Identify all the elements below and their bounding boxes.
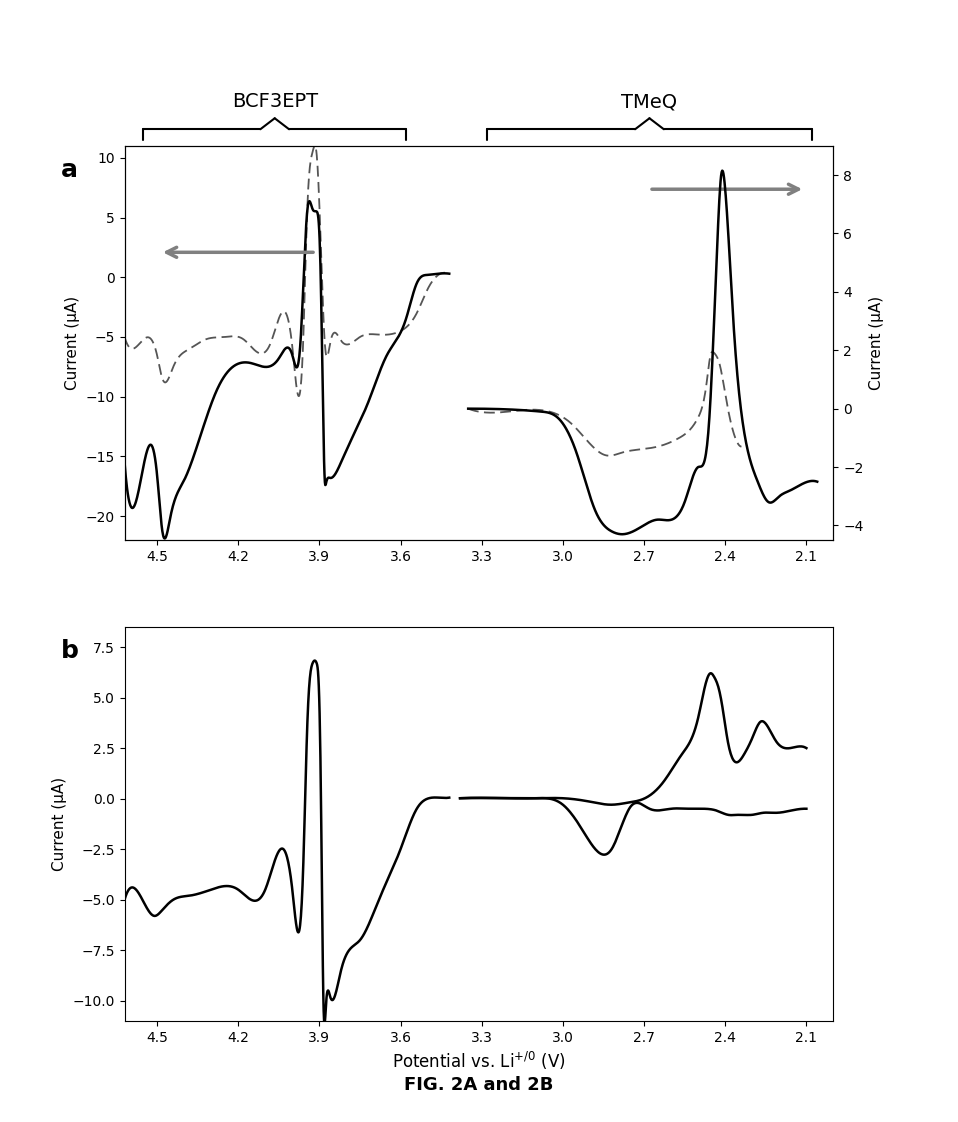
Y-axis label: Current (μA): Current (μA) xyxy=(869,296,884,390)
Text: b: b xyxy=(60,638,79,663)
Text: TMeQ: TMeQ xyxy=(622,92,677,111)
Text: FIG. 2A and 2B: FIG. 2A and 2B xyxy=(404,1076,554,1094)
Y-axis label: Current (μA): Current (μA) xyxy=(52,776,67,871)
Text: a: a xyxy=(60,158,78,182)
X-axis label: Potential vs. Li$^{+/0}$ (V): Potential vs. Li$^{+/0}$ (V) xyxy=(392,1050,566,1073)
Text: BCF3EPT: BCF3EPT xyxy=(232,92,318,111)
Y-axis label: Current (μA): Current (μA) xyxy=(65,296,80,390)
